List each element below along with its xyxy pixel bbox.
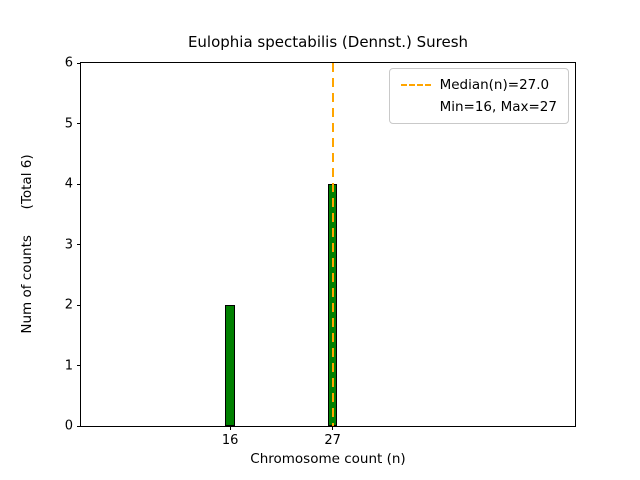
- y-tick-mark: [77, 183, 81, 185]
- legend-label: Min=16, Max=27: [439, 99, 557, 115]
- x-tick-mark: [332, 426, 334, 430]
- chart-title: Eulophia spectabilis (Dennst.) Suresh: [187, 33, 469, 51]
- y-tick-label: 3: [64, 237, 73, 252]
- y-tick-label: 4: [64, 176, 73, 192]
- y-tick-mark: [77, 425, 81, 427]
- legend-entry: Median(n)=27.0: [400, 77, 557, 93]
- legend: Median(n)=27.0 Min=16, Max=27: [388, 68, 569, 124]
- x-tick-label: 27: [324, 433, 341, 448]
- y-tick-label: 2: [64, 297, 73, 313]
- y-tick-mark: [77, 123, 81, 124]
- plot-area: Median(n)=27.0 Min=16, Max=27 16 27 0 1 2 3 4 5 6: [65, 56, 576, 448]
- legend-dashed-line-icon: [400, 84, 431, 86]
- legend-label: Median(n)=27.0: [439, 77, 550, 93]
- y-tick-mark: [77, 244, 81, 245]
- y-tick-mark: [77, 365, 81, 366]
- y-tick-mark: [77, 62, 81, 64]
- y-tick-mark: [77, 304, 81, 306]
- y-tick-label: 5: [64, 116, 73, 131]
- x-tick-mark: [229, 426, 231, 430]
- y-tick-label: 6: [64, 55, 73, 71]
- bar-x16: [225, 305, 235, 426]
- y-axis-label-text: Num of counts (Total 6): [19, 154, 35, 334]
- y-tick-label: 0: [64, 418, 73, 434]
- legend-entry: Min=16, Max=27: [401, 99, 557, 115]
- y-tick-label: 1: [64, 358, 73, 373]
- median-line: [331, 63, 334, 426]
- x-axis-label: Chromosome count (n): [250, 451, 406, 467]
- x-tick-label: 16: [221, 433, 239, 448]
